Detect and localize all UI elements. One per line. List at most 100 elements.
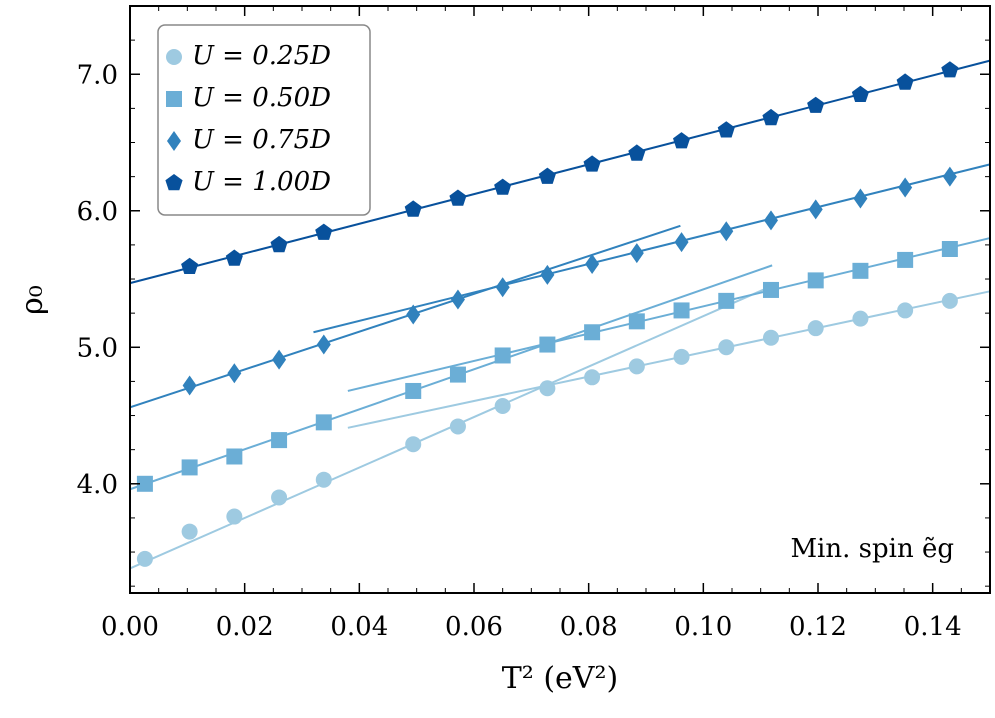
data-point-series-3-2: [270, 235, 288, 253]
data-point-series-1-7: [494, 347, 511, 364]
fit-line-series-2-0: [129, 224, 681, 409]
data-point-series-0-6: [449, 418, 466, 435]
x-tick-label: 0.06: [445, 612, 503, 642]
legend-frame: [157, 24, 371, 216]
data-point-series-1-2: [226, 448, 243, 465]
data-point-series-3-14: [851, 85, 869, 102]
data-point-series-1-17: [941, 240, 958, 257]
data-point-series-2-7: [540, 264, 555, 285]
data-point-series-0-10: [628, 358, 645, 375]
data-point-series-1-11: [673, 302, 690, 319]
annotation-min-spin: Min. spin ẽg: [790, 534, 954, 564]
legend: U = 0.25D U = 0.50D U = 0.75D U = 1.00D: [157, 24, 371, 216]
x-axis-label: T² (eV²): [502, 661, 618, 696]
data-point-series-1-13: [762, 281, 779, 298]
legend-label-u100: U = 1.00D: [192, 167, 331, 197]
y-tick-label: 7.0: [77, 60, 118, 90]
data-point-series-3-15: [896, 73, 914, 90]
data-point-series-2-6: [495, 277, 510, 298]
data-point-series-3-0: [181, 257, 199, 274]
legend-label-u025: U = 0.25D: [192, 41, 331, 71]
legend-marker-pentagon-icon: [165, 174, 183, 191]
data-point-series-1-0: [136, 475, 153, 492]
data-point-series-1-5: [405, 382, 422, 399]
data-point-series-2-8: [585, 254, 600, 275]
data-point-series-3-13: [807, 96, 825, 113]
data-point-series-0-2: [226, 508, 243, 525]
legend-markers: [165, 49, 183, 191]
data-point-series-0-7: [494, 397, 511, 414]
data-point-series-1-10: [628, 313, 645, 330]
data-point-series-1-14: [807, 272, 824, 289]
data-point-series-1-15: [852, 262, 869, 279]
data-point-series-2-4: [406, 304, 421, 325]
axis-ticks: 0.00 0.02 0.04 0.06 0.08 0.10 0.12 0.14 4.0 5.0 6.…: [77, 6, 990, 642]
data-point-series-0-14: [807, 320, 824, 337]
data-point-series-0-13: [762, 329, 779, 346]
data-point-series-2-14: [853, 188, 868, 209]
data-point-series-0-17: [941, 292, 958, 309]
data-point-series-3-8: [583, 155, 601, 172]
data-point-series-3-1: [225, 249, 243, 266]
data-point-series-0-11: [673, 348, 690, 365]
data-point-series-1-4: [315, 414, 332, 431]
data-point-series-3-12: [762, 108, 780, 126]
y-tick-label: 6.0: [77, 197, 118, 227]
x-tick-label: 0.00: [101, 612, 159, 642]
data-point-series-3-6: [494, 178, 512, 195]
data-point-series-3-11: [717, 121, 735, 138]
x-tick-label: 0.10: [674, 612, 732, 642]
data-point-series-1-3: [271, 432, 288, 449]
data-point-series-2-3: [316, 334, 331, 355]
x-tick-label: 0.12: [789, 612, 847, 642]
data-point-series-2-15: [898, 177, 913, 198]
data-point-series-1-6: [449, 366, 466, 383]
fit-line-series-0-1: [347, 290, 991, 429]
data-point-series-3-5: [449, 189, 467, 206]
data-point-series-0-5: [405, 436, 422, 453]
data-point-series-3-4: [404, 200, 422, 217]
data-point-series-0-0: [136, 550, 153, 567]
data-point-series-1-8: [539, 336, 556, 353]
data-point-series-2-16: [942, 166, 957, 187]
data-point-series-1-1: [181, 459, 198, 476]
data-point-series-2-11: [719, 221, 734, 242]
data-point-series-0-12: [718, 339, 735, 356]
data-point-series-3-10: [673, 132, 691, 149]
data-point-series-2-13: [808, 199, 823, 220]
data-point-series-2-0: [182, 375, 197, 396]
legend-marker-circle-icon: [166, 49, 182, 65]
legend-label-u075: U = 0.75D: [192, 125, 331, 155]
data-point-series-2-12: [763, 210, 778, 231]
data-point-series-2-9: [629, 243, 644, 264]
data-point-series-0-15: [852, 310, 869, 327]
y-tick-label: 4.0: [77, 470, 118, 500]
data-point-series-3-9: [628, 144, 646, 161]
data-point-series-2-10: [674, 232, 689, 253]
data-point-series-0-4: [315, 471, 332, 488]
x-tick-label: 0.04: [330, 612, 388, 642]
y-axis-label: ρ₀: [15, 285, 50, 315]
data-point-series-2-2: [272, 349, 287, 370]
data-point-series-1-12: [718, 292, 735, 309]
legend-label-u050: U = 0.50D: [192, 83, 331, 113]
data-point-series-0-3: [271, 489, 288, 506]
data-markers: [136, 61, 959, 567]
x-tick-label: 0.08: [560, 612, 618, 642]
data-point-series-0-8: [539, 380, 556, 397]
data-point-series-2-5: [450, 289, 465, 310]
x-tick-label: 0.02: [216, 612, 274, 642]
legend-marker-square-icon: [166, 91, 182, 107]
fit-line-series-1-1: [347, 237, 991, 392]
data-point-series-0-16: [897, 302, 914, 319]
data-point-series-0-1: [181, 523, 198, 540]
fit-line-series-2-1: [313, 163, 991, 334]
legend-marker-diamond-icon: [167, 131, 181, 151]
y-tick-label: 5.0: [77, 333, 118, 363]
data-point-series-3-3: [315, 223, 333, 240]
data-point-series-2-1: [227, 363, 242, 384]
data-point-series-3-7: [538, 167, 556, 184]
data-point-series-1-9: [584, 324, 601, 341]
data-point-series-1-16: [897, 251, 914, 268]
